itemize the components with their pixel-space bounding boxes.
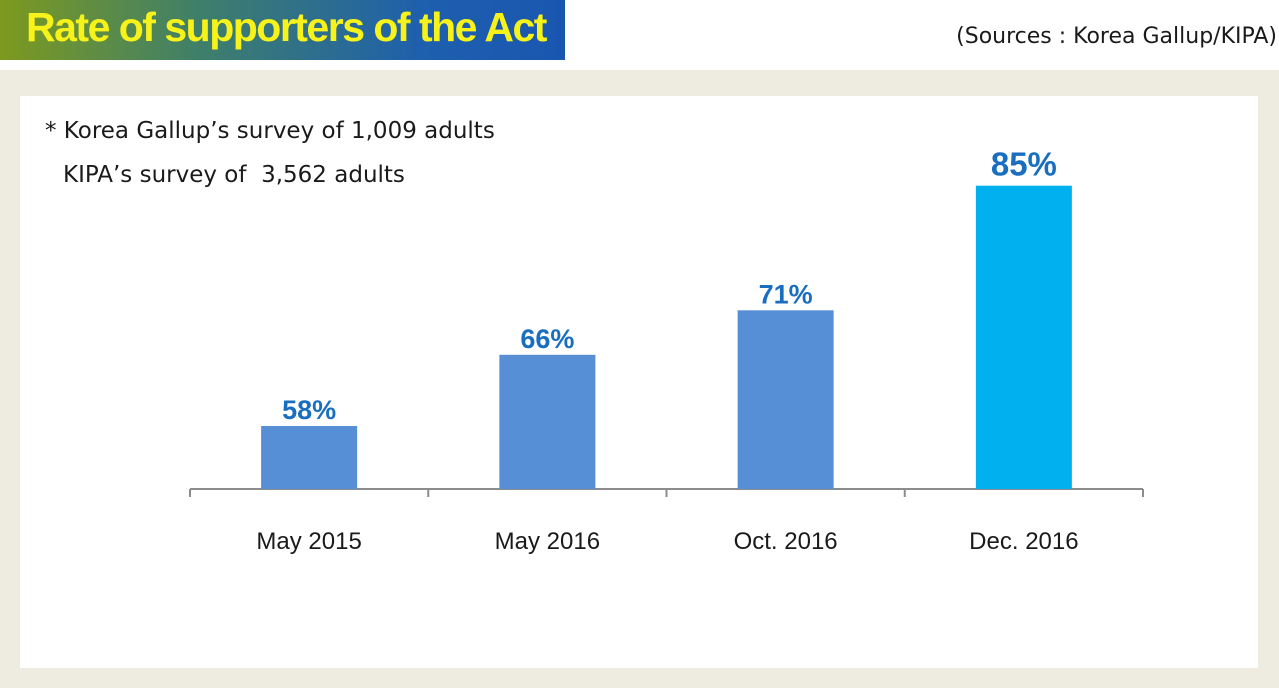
sources-note: (Sources : Korea Gallup/KIPA) xyxy=(956,24,1277,49)
bar-value-label: 66% xyxy=(520,324,574,354)
bar-oct-2016 xyxy=(737,310,834,489)
bar-value-label: 71% xyxy=(759,279,813,309)
category-label: May 2015 xyxy=(256,528,361,555)
category-label: Oct. 2016 xyxy=(734,528,838,555)
chart-panel: * Korea Gallup’s survey of 1,009 adults … xyxy=(20,96,1258,668)
bar-dec-2016 xyxy=(975,185,1072,489)
bar-may-2016 xyxy=(499,354,596,489)
category-label: May 2016 xyxy=(495,528,600,555)
title-banner: Rate of supporters of the Act xyxy=(0,0,565,60)
bar-value-label: 85% xyxy=(991,146,1057,183)
category-label: Dec. 2016 xyxy=(969,528,1078,555)
survey-note-kipa: KIPA’s survey of 3,562 adults xyxy=(63,162,405,188)
bar-chart: 58% May 2015 66% May 2016 71% Oct. 2016 85% Dec… xyxy=(189,146,1144,555)
bar-value-label: 58% xyxy=(282,395,336,425)
chart-title: Rate of supporters of the Act xyxy=(26,4,547,50)
bar-may-2015 xyxy=(261,426,358,489)
survey-note-gallup: * Korea Gallup’s survey of 1,009 adults xyxy=(45,118,495,144)
